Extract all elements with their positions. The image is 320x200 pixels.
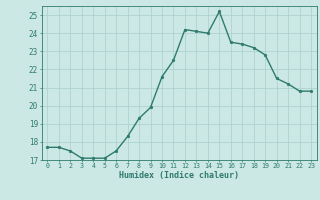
X-axis label: Humidex (Indice chaleur): Humidex (Indice chaleur) [119,171,239,180]
